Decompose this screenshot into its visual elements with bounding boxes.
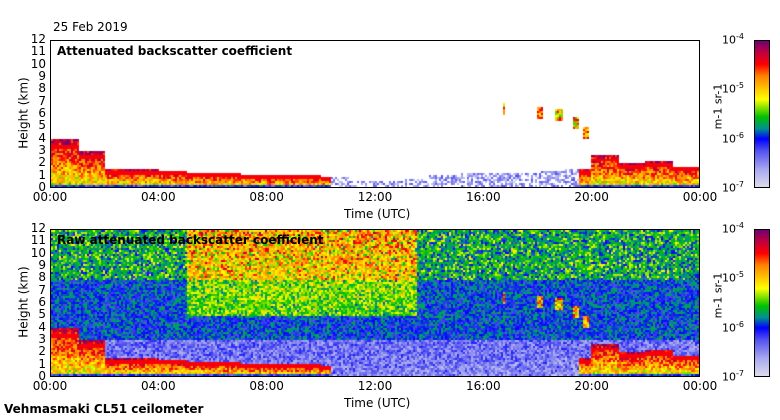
x-tick-label: 16:00 bbox=[466, 190, 501, 204]
y-tick-label: 7 bbox=[38, 282, 46, 297]
y-tick-label: 2 bbox=[38, 344, 46, 359]
backscatter-heatmap bbox=[51, 230, 699, 376]
x-tick-label: 20:00 bbox=[574, 190, 609, 204]
x-tick-label: 00:00 bbox=[682, 190, 718, 204]
colorbar-unit-label: m-1 sr-1 bbox=[711, 272, 725, 319]
colorbar-tick-base: 10 bbox=[722, 82, 736, 96]
colorbar-tick-label: 10-4 bbox=[722, 221, 744, 236]
x-tick-label: 00:00 bbox=[32, 190, 68, 204]
x-tick-label: 16:00 bbox=[466, 379, 501, 393]
x-tick-label: 08:00 bbox=[249, 379, 284, 393]
colorbar-tick-base: 10 bbox=[722, 181, 736, 195]
x-tick-label: 04:00 bbox=[141, 379, 176, 393]
colorbar-tick-base: 10 bbox=[722, 33, 736, 47]
y-tick-label: 1 bbox=[38, 167, 46, 182]
colorbar-tick-base: 10 bbox=[722, 271, 736, 285]
colorbar-tick-label: 10-5 bbox=[722, 81, 744, 96]
colorbar-tick-base: 10 bbox=[722, 321, 736, 335]
colorbar-tick-exponent: -6 bbox=[736, 319, 744, 329]
plot-area-attenuated: Attenuated backscatter coefficient bbox=[50, 40, 700, 188]
y-tick-label: 4 bbox=[38, 319, 46, 334]
x-axis-label: Time (UTC) bbox=[344, 207, 411, 221]
y-tick-label: 0 bbox=[38, 369, 46, 383]
colorbar-tick-exponent: -4 bbox=[736, 32, 744, 41]
colorbar-unit-label: m-1 sr-1 bbox=[711, 83, 725, 130]
colorbar-tick-exponent: -7 bbox=[736, 369, 744, 378]
y-tick-label: 10 bbox=[30, 56, 46, 71]
y-axis-label: Height (km) bbox=[16, 77, 31, 149]
y-tick-label: 12 bbox=[30, 32, 46, 46]
colorbar-tick-label: 10-7 bbox=[722, 180, 744, 195]
colorbar-tick-base: 10 bbox=[722, 132, 736, 146]
colorbar-tick-label: 10-4 bbox=[722, 32, 744, 47]
panel-title: Attenuated backscatter coefficient bbox=[57, 44, 293, 58]
colorbar-tick-label: 10-6 bbox=[722, 131, 744, 146]
x-axis-label: Time (UTC) bbox=[344, 396, 411, 410]
y-tick-label: 9 bbox=[38, 258, 46, 272]
colorbar-tick-label: 10-7 bbox=[722, 369, 744, 384]
y-tick-label: 11 bbox=[30, 233, 46, 248]
x-tick-label: 00:00 bbox=[32, 379, 68, 393]
colorbar-tick-base: 10 bbox=[722, 222, 736, 236]
y-tick-label: 4 bbox=[38, 130, 46, 145]
instrument-label: Vehmasmaki CL51 ceilometer bbox=[4, 402, 204, 416]
colorbar-tick-exponent: -4 bbox=[736, 221, 744, 230]
colorbar-tick-exponent: -5 bbox=[736, 81, 744, 91]
y-tick-label: 2 bbox=[38, 155, 46, 170]
y-tick-label: 0 bbox=[38, 180, 46, 194]
colorbar bbox=[754, 40, 770, 188]
x-tick-label: 12:00 bbox=[357, 379, 393, 393]
y-tick-label: 7 bbox=[38, 93, 46, 108]
y-tick-label: 5 bbox=[38, 307, 46, 322]
y-tick-label: 3 bbox=[38, 332, 46, 346]
x-tick-label: 04:00 bbox=[141, 190, 176, 204]
y-axis-label: Height (km) bbox=[16, 266, 31, 338]
y-tick-label: 5 bbox=[38, 118, 46, 133]
y-tick-label: 10 bbox=[30, 245, 46, 260]
colorbar bbox=[754, 229, 770, 377]
y-tick-label: 9 bbox=[38, 69, 46, 83]
x-tick-label: 00:00 bbox=[682, 379, 718, 393]
y-tick-label: 8 bbox=[38, 81, 46, 96]
y-tick-label: 12 bbox=[30, 221, 46, 235]
y-tick-label: 8 bbox=[38, 270, 46, 285]
date-label: 25 Feb 2019 bbox=[53, 20, 128, 34]
colorbar-tick-exponent: -6 bbox=[736, 130, 744, 140]
colorbar-tick-label: 10-6 bbox=[722, 320, 744, 335]
colorbar-tick-exponent: -5 bbox=[736, 270, 744, 280]
colorbar-tick-label: 10-5 bbox=[722, 270, 744, 285]
colorbar-tick-base: 10 bbox=[722, 370, 736, 384]
backscatter-heatmap bbox=[51, 41, 699, 187]
y-tick-label: 11 bbox=[30, 44, 46, 59]
plot-area-raw: Raw attenuated backscatter coefficient bbox=[50, 229, 700, 377]
y-tick-label: 6 bbox=[38, 295, 46, 309]
y-tick-label: 6 bbox=[38, 106, 46, 120]
x-tick-label: 12:00 bbox=[357, 190, 393, 204]
x-tick-label: 08:00 bbox=[249, 190, 284, 204]
colorbar-tick-exponent: -7 bbox=[736, 180, 744, 189]
x-tick-label: 20:00 bbox=[574, 379, 609, 393]
panel-title: Raw attenuated backscatter coefficient bbox=[57, 233, 324, 247]
y-tick-label: 1 bbox=[38, 356, 46, 371]
y-tick-label: 3 bbox=[38, 143, 46, 157]
